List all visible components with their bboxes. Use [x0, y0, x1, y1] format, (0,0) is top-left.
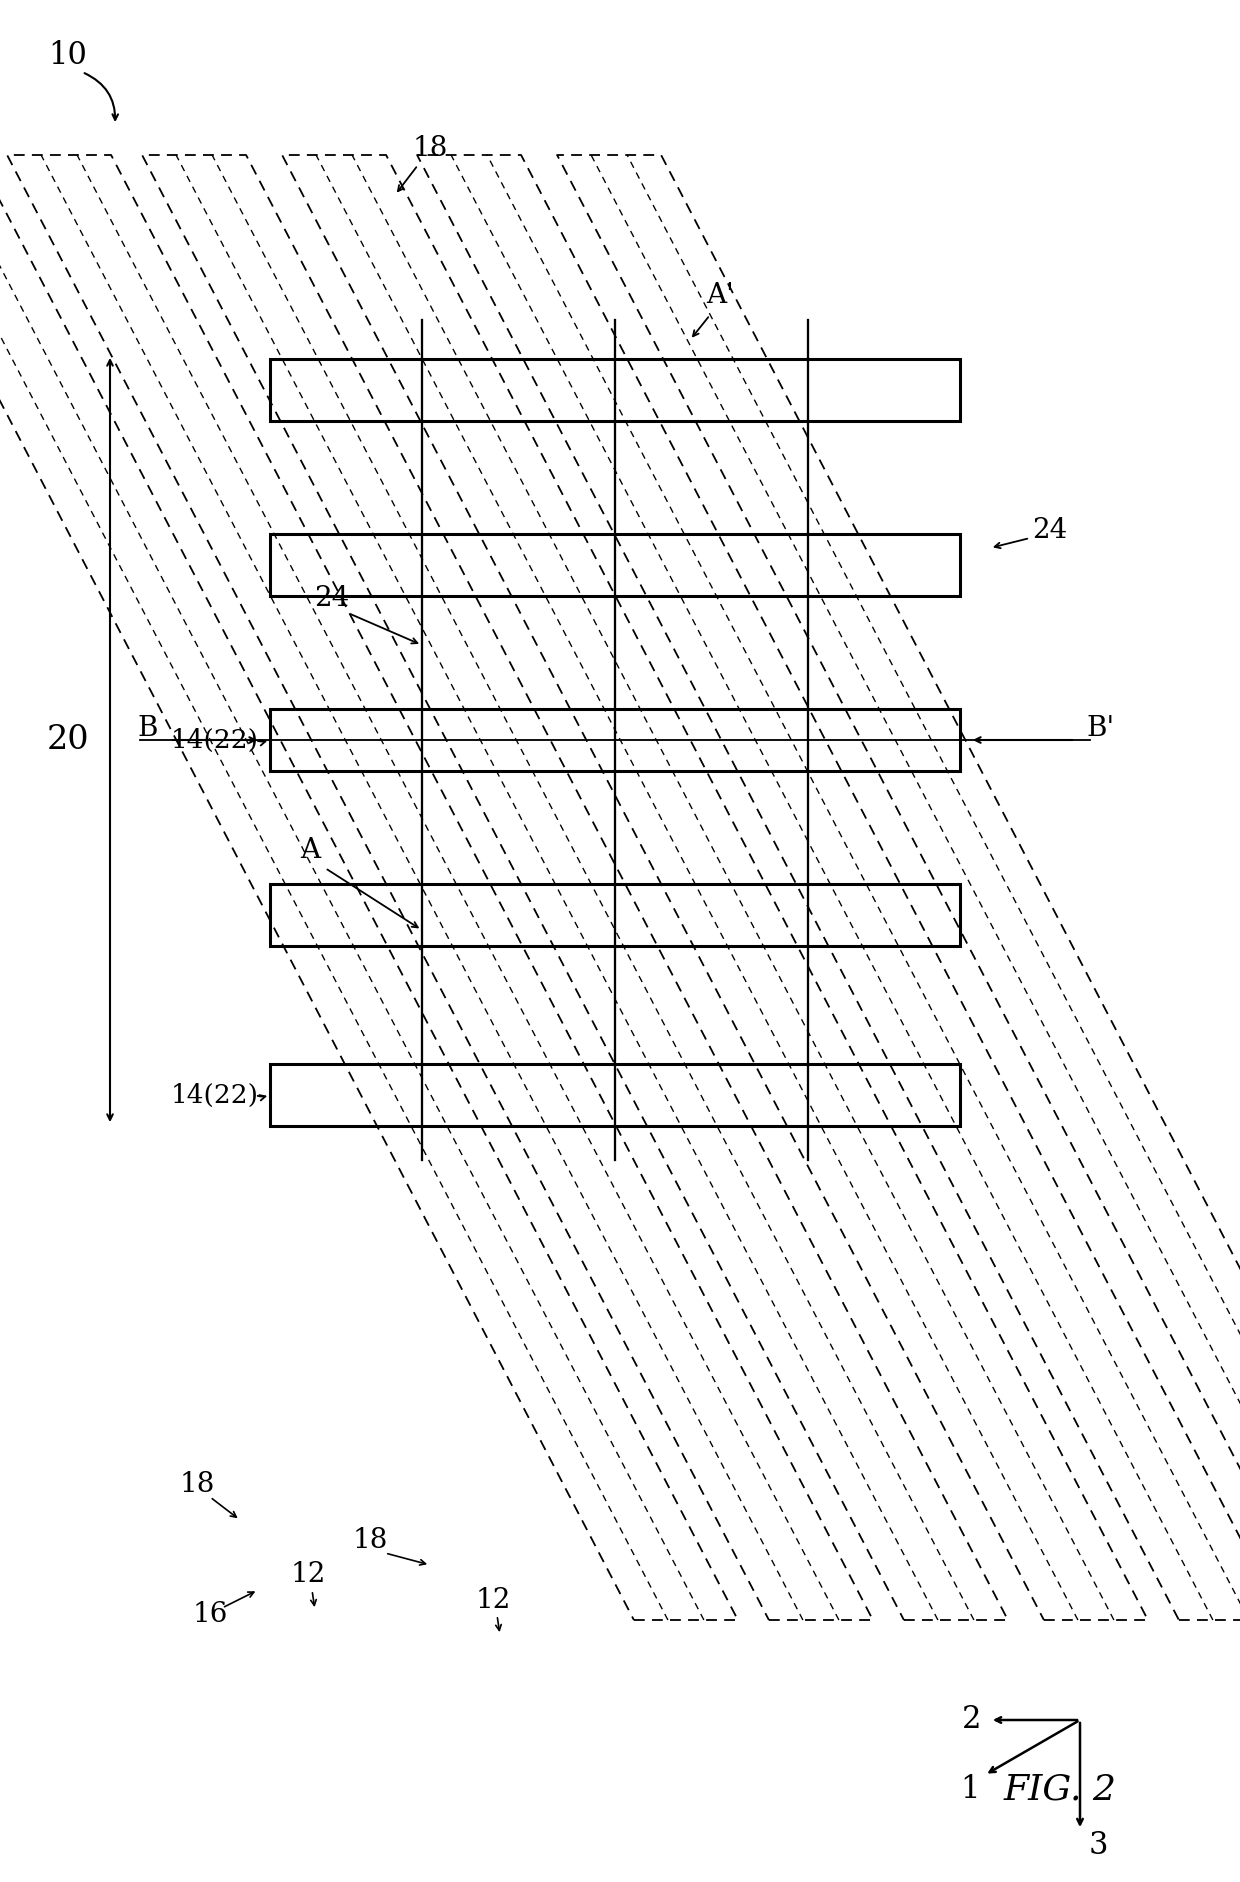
Text: 2: 2 [962, 1705, 982, 1735]
Text: A: A [300, 836, 320, 864]
Text: 24: 24 [315, 585, 350, 612]
Text: B': B' [1086, 715, 1114, 742]
Text: FIG. 2: FIG. 2 [1003, 1773, 1116, 1807]
Bar [270, 359, 960, 422]
Text: 24: 24 [1033, 516, 1068, 544]
Text: 14(22): 14(22) [171, 1082, 259, 1107]
Text: 12: 12 [475, 1587, 511, 1613]
Text: 18: 18 [413, 134, 448, 162]
Bar [270, 885, 960, 947]
Text: 14(22): 14(22) [171, 728, 259, 753]
Text: 10: 10 [48, 40, 88, 70]
Text: 18: 18 [352, 1526, 388, 1553]
Bar [270, 710, 960, 772]
Text: 3: 3 [1089, 1829, 1107, 1861]
Text: 12: 12 [290, 1562, 326, 1588]
Text: A': A' [706, 282, 734, 309]
Bar [270, 1063, 960, 1125]
Text: 1: 1 [960, 1775, 980, 1805]
Text: 20: 20 [47, 725, 89, 757]
Bar [270, 534, 960, 597]
Text: 18: 18 [180, 1472, 215, 1498]
Text: B: B [138, 715, 159, 742]
Text: 16: 16 [192, 1602, 228, 1628]
